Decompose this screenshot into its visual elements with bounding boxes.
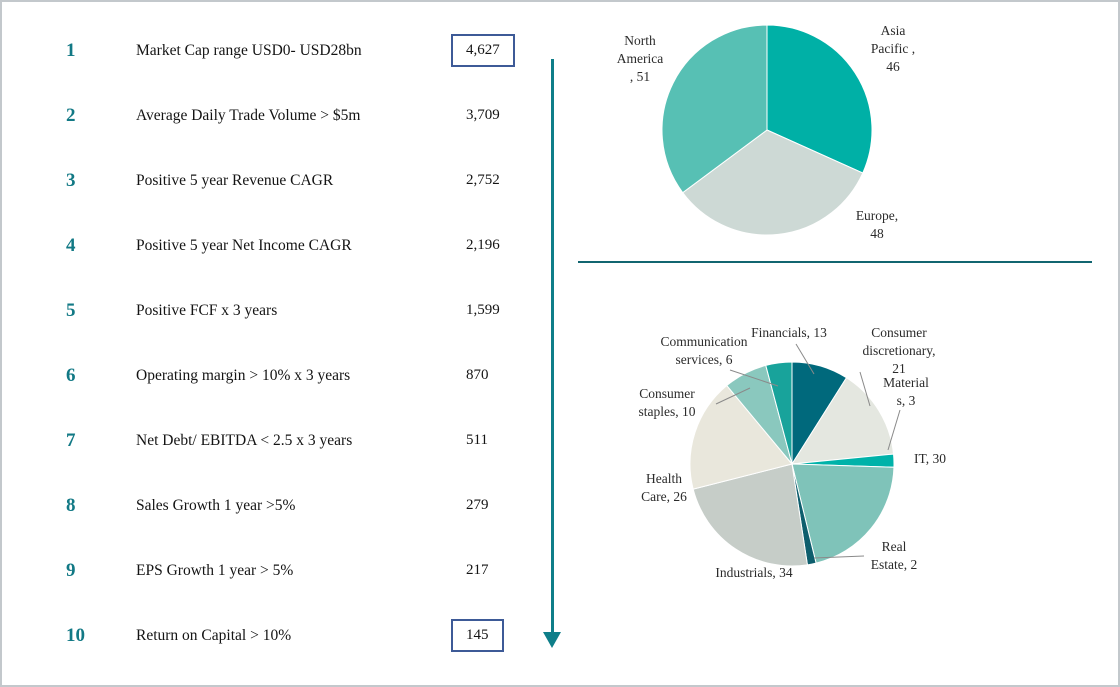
step-label: Sales Growth 1 year >5%: [136, 496, 296, 514]
step-count-cell: 511: [466, 430, 564, 451]
callout-industrials: Industrials, 34: [715, 565, 793, 580]
callout-real-estate: Real Estate, 2: [870, 539, 918, 572]
screen-step-row: 5 Positive FCF x 3 years 1,599: [40, 278, 564, 343]
callout-financials: Financials, 13: [751, 325, 827, 340]
pie-slice-asia-pacific: [766, 25, 872, 174]
step-count-cell: 145: [451, 619, 564, 652]
step-count-cell: 2,752: [466, 170, 564, 191]
step-label: Positive 5 year Net Income CAGR: [136, 236, 352, 254]
callout-north-america: North America , 51: [616, 33, 664, 84]
callout-consumer-staples: Consumer staples, 10: [638, 386, 696, 419]
step-count: 4,627: [451, 34, 515, 67]
callout-europe: Europe, 48: [855, 208, 899, 241]
callout-consumer-discretionary: Consumer discretionary, 21: [862, 325, 936, 376]
step-number: 10: [66, 624, 85, 646]
step-count: 217: [466, 562, 489, 578]
step-count-cell: 4,627: [451, 34, 564, 67]
funnel-arrow-head-icon: [543, 632, 561, 648]
step-count-cell: 217: [466, 560, 564, 581]
callout-communication-services: Communication services, 6: [660, 334, 748, 367]
screen-step-row: 9 EPS Growth 1 year > 5% 217: [40, 538, 564, 603]
callout-health-care: Health Care, 26: [641, 471, 687, 504]
pie-slice-communication-services: [765, 362, 793, 465]
sector-pie-chart: [690, 362, 894, 566]
step-count: 2,752: [466, 172, 500, 188]
step-label: Positive 5 year Revenue CAGR: [136, 171, 334, 189]
chart-divider-line: [578, 261, 1092, 263]
step-count: 279: [466, 497, 489, 513]
step-count: 1,599: [466, 302, 500, 318]
step-count-cell: 2,196: [466, 235, 564, 256]
callout-it: IT, 30: [914, 451, 946, 466]
pie-slice-north-america: [662, 25, 768, 194]
screen-step-row: 6 Operating margin > 10% x 3 years 870: [40, 343, 564, 408]
screen-step-row: 3 Positive 5 year Revenue CAGR 2,752: [40, 148, 564, 213]
step-number: 6: [66, 364, 76, 386]
step-count: 511: [466, 432, 488, 448]
step-label: Market Cap range USD0- USD28bn: [136, 41, 362, 59]
callout-materials: Material s, 3: [883, 375, 929, 408]
screen-step-row: 7 Net Debt/ EBITDA < 2.5 x 3 years 511: [40, 408, 564, 473]
step-count-cell: 1,599: [466, 300, 564, 321]
step-number: 2: [66, 104, 76, 126]
screen-step-row: 10 Return on Capital > 10% 145: [40, 603, 564, 668]
pie-slice-industrials: [692, 463, 808, 566]
step-number: 3: [66, 169, 76, 191]
screen-step-row: 4 Positive 5 year Net Income CAGR 2,196: [40, 213, 564, 278]
screen-step-row: 2 Average Daily Trade Volume > $5m 3,709: [40, 83, 564, 148]
step-number: 9: [66, 559, 76, 581]
step-count-cell: 3,709: [466, 105, 564, 126]
step-label: Operating margin > 10% x 3 years: [136, 366, 351, 384]
screen-step-row: 8 Sales Growth 1 year >5% 279: [40, 473, 564, 538]
step-count: 2,196: [466, 237, 500, 253]
step-count: 870: [466, 367, 489, 383]
funnel-arrow-line: [551, 59, 554, 632]
screening-funnel-list: 1 Market Cap range USD0- USD28bn 4,627 2…: [40, 18, 564, 668]
step-number: 5: [66, 299, 76, 321]
step-number: 1: [66, 39, 76, 61]
step-count-cell: 870: [466, 365, 564, 386]
region-pie-chart: [662, 25, 872, 235]
step-label: Net Debt/ EBITDA < 2.5 x 3 years: [136, 431, 353, 449]
step-count: 3,709: [466, 107, 500, 123]
step-label: Return on Capital > 10%: [136, 626, 292, 644]
pie-slice-europe: [682, 129, 864, 235]
step-number: 4: [66, 234, 76, 256]
screen-step-row: 1 Market Cap range USD0- USD28bn 4,627: [40, 18, 564, 83]
step-number: 8: [66, 494, 76, 516]
pie-slice-it: [791, 463, 894, 564]
callout-asia-pacific: Asia Pacific , 46: [870, 23, 916, 74]
step-label: EPS Growth 1 year > 5%: [136, 561, 294, 579]
step-number: 7: [66, 429, 76, 451]
step-count: 145: [451, 619, 504, 652]
step-label: Positive FCF x 3 years: [136, 301, 278, 319]
step-count-cell: 279: [466, 495, 564, 516]
step-label: Average Daily Trade Volume > $5m: [136, 106, 361, 124]
